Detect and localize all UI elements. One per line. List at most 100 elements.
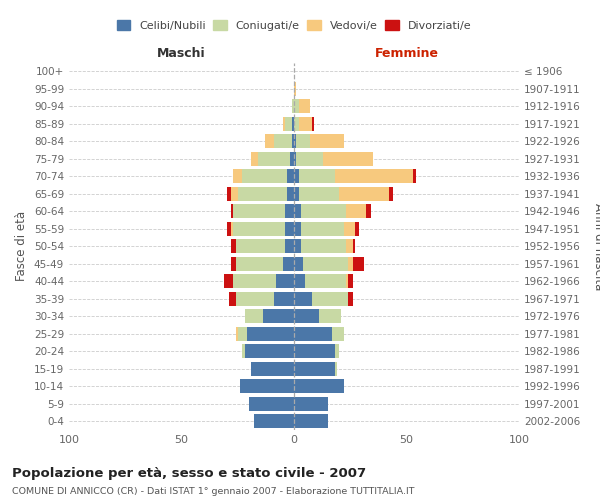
Bar: [283, 257, 294, 270]
Text: COMUNE DI ANNICCO (CR) - Dati ISTAT 1° gennaio 2007 - Elaborazione TUTTITALIA.IT: COMUNE DI ANNICCO (CR) - Dati ISTAT 1° g…: [12, 488, 415, 496]
Bar: [290, 152, 294, 166]
Bar: [294, 327, 332, 340]
Bar: [346, 240, 353, 253]
Bar: [245, 310, 263, 323]
Bar: [233, 170, 242, 183]
Bar: [355, 222, 359, 235]
Bar: [258, 152, 290, 166]
Bar: [294, 187, 299, 200]
Bar: [235, 327, 238, 340]
Bar: [231, 187, 238, 200]
Bar: [348, 292, 353, 306]
Bar: [299, 170, 335, 183]
Bar: [292, 100, 294, 113]
Bar: [231, 257, 235, 270]
Bar: [294, 292, 312, 306]
Bar: [235, 292, 274, 306]
Bar: [249, 397, 294, 410]
Bar: [292, 134, 294, 148]
Bar: [323, 152, 373, 166]
Bar: [233, 274, 276, 288]
Text: Femmine: Femmine: [374, 47, 439, 60]
Bar: [251, 152, 258, 166]
Bar: [305, 274, 346, 288]
Bar: [413, 170, 415, 183]
Bar: [233, 204, 285, 218]
Bar: [301, 240, 346, 253]
Bar: [285, 240, 294, 253]
Bar: [287, 187, 294, 200]
Y-axis label: Anni di nascita: Anni di nascita: [592, 202, 600, 290]
Bar: [294, 222, 301, 235]
Bar: [299, 187, 339, 200]
Bar: [348, 274, 353, 288]
Bar: [235, 240, 285, 253]
Bar: [346, 274, 348, 288]
Bar: [274, 292, 294, 306]
Text: Popolazione per età, sesso e stato civile - 2007: Popolazione per età, sesso e stato civil…: [12, 468, 366, 480]
Bar: [294, 310, 319, 323]
Bar: [238, 327, 247, 340]
Bar: [283, 117, 285, 130]
Bar: [240, 380, 294, 393]
Bar: [301, 204, 346, 218]
Bar: [296, 134, 310, 148]
Bar: [312, 117, 314, 130]
Bar: [335, 362, 337, 376]
Bar: [299, 100, 310, 113]
Bar: [294, 170, 299, 183]
Bar: [310, 134, 343, 148]
Bar: [294, 344, 335, 358]
Bar: [227, 222, 231, 235]
Bar: [294, 380, 343, 393]
Bar: [353, 257, 364, 270]
Bar: [231, 204, 233, 218]
Bar: [285, 204, 294, 218]
Legend: Celibi/Nubili, Coniugati/e, Vedovi/e, Divorziati/e: Celibi/Nubili, Coniugati/e, Vedovi/e, Di…: [117, 20, 471, 30]
Bar: [353, 240, 355, 253]
Bar: [294, 152, 296, 166]
Bar: [294, 117, 299, 130]
Text: Maschi: Maschi: [157, 47, 206, 60]
Bar: [235, 257, 283, 270]
Bar: [312, 292, 348, 306]
Bar: [343, 222, 355, 235]
Bar: [335, 170, 413, 183]
Bar: [263, 310, 294, 323]
Bar: [389, 187, 393, 200]
Bar: [294, 204, 301, 218]
Bar: [294, 257, 303, 270]
Bar: [227, 187, 231, 200]
Bar: [303, 257, 348, 270]
Bar: [287, 170, 294, 183]
Bar: [301, 222, 343, 235]
Bar: [294, 414, 328, 428]
Bar: [242, 344, 245, 358]
Bar: [276, 274, 294, 288]
Bar: [254, 414, 294, 428]
Bar: [294, 100, 299, 113]
Bar: [292, 117, 294, 130]
Bar: [294, 134, 296, 148]
Bar: [231, 222, 233, 235]
Bar: [245, 344, 294, 358]
Bar: [233, 222, 285, 235]
Bar: [285, 222, 294, 235]
Bar: [251, 362, 294, 376]
Bar: [339, 187, 389, 200]
Bar: [319, 310, 341, 323]
Bar: [238, 187, 287, 200]
Bar: [296, 152, 323, 166]
Bar: [332, 327, 343, 340]
Bar: [229, 292, 235, 306]
Bar: [265, 134, 274, 148]
Bar: [285, 117, 292, 130]
Bar: [247, 327, 294, 340]
Bar: [335, 344, 339, 358]
Bar: [299, 117, 312, 130]
Bar: [294, 82, 296, 96]
Bar: [366, 204, 371, 218]
Bar: [348, 257, 353, 270]
Bar: [294, 362, 335, 376]
Bar: [224, 274, 233, 288]
